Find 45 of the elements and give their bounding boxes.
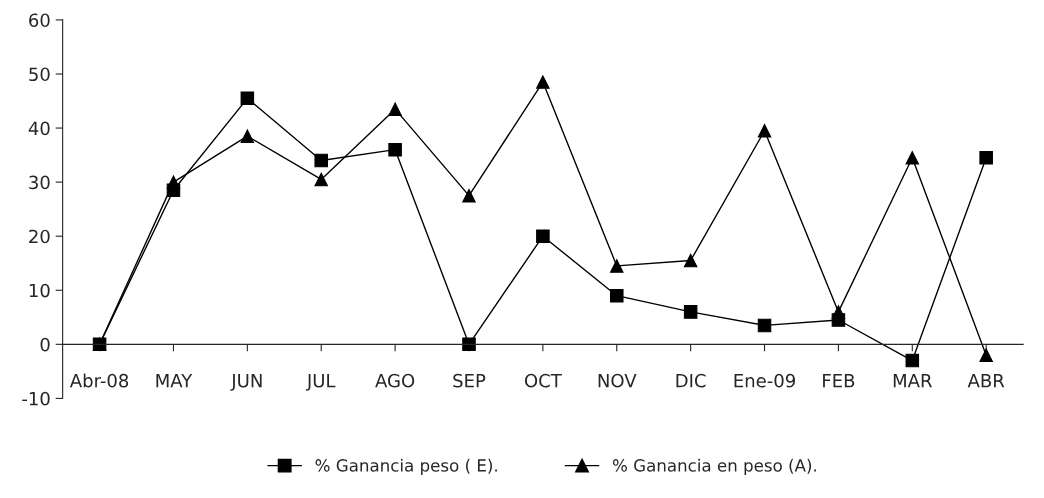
point [757, 318, 772, 333]
point [388, 102, 402, 116]
y-tick-label: 60 [29, 13, 50, 28]
x-tick-label: Abr-08 [69, 373, 129, 388]
y-tick-label: 0 [40, 337, 50, 352]
point [388, 142, 402, 157]
point [609, 259, 624, 273]
point [683, 253, 698, 268]
x-tick-label: SEP [453, 373, 486, 388]
point [905, 353, 920, 368]
point [314, 172, 328, 187]
point [462, 188, 476, 203]
x-tick-label: JUN [230, 374, 262, 391]
x-tick-label: JUL [306, 374, 336, 391]
point [683, 305, 698, 319]
x-tick-label: FEB [823, 374, 855, 388]
point [166, 175, 181, 189]
point [536, 229, 550, 243]
point [979, 151, 993, 165]
point [979, 348, 993, 362]
x-tick-label: DIC [676, 373, 706, 388]
x-tick-label: Ene-09 [734, 373, 795, 388]
x-tick-label: NOV [598, 373, 637, 388]
legend-label: % Ganancia peso ( E). [315, 458, 497, 475]
point [536, 75, 550, 89]
point [831, 305, 846, 319]
y-tick-label: 50 [29, 67, 50, 82]
x-tick-label: OCT [524, 373, 562, 388]
point [462, 337, 476, 352]
y-tick-label: 20 [29, 229, 50, 244]
y-tick-label: 30 [29, 175, 50, 190]
x-tick-label: MAY [156, 374, 193, 388]
x-tick-label: MAR [893, 374, 933, 388]
y-tick-label: -10 [22, 391, 50, 406]
y-tick-label: 40 [28, 121, 50, 136]
point [757, 123, 772, 138]
point [609, 288, 624, 303]
point [905, 151, 920, 165]
point [240, 91, 255, 106]
x-tick-label: AGO [375, 373, 415, 388]
x-tick-label: ABR [967, 374, 1005, 388]
y-tick-label: 10 [29, 283, 50, 298]
legend-label: % Ganancia en peso (A). [612, 458, 816, 475]
point [240, 129, 255, 143]
point [314, 153, 328, 168]
